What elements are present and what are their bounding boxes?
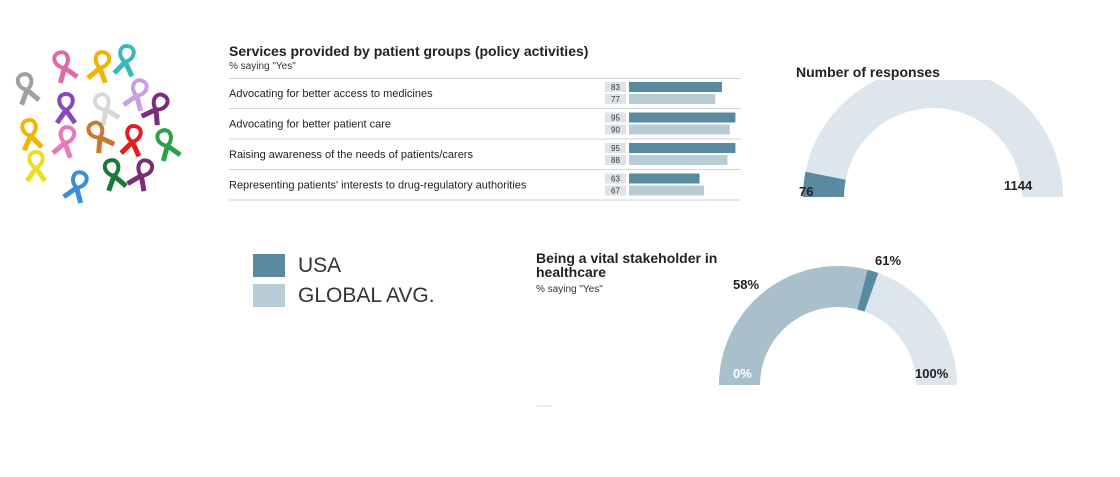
responses-gauge-chart: 76 1144 (799, 80, 1063, 199)
category-label: Representing patients' interests to drug… (229, 180, 527, 192)
data-label: 63 (611, 175, 620, 184)
value-label-box (605, 82, 626, 92)
services-chart-title: Services provided by patient groups (pol… (229, 43, 589, 59)
value-label-box (605, 143, 626, 153)
services-chart-subtitle: % saying "Yes" (229, 61, 296, 72)
value-label-box (605, 173, 626, 184)
legend-global-label: GLOBAL AVG. (298, 284, 435, 307)
legend-usa-swatch (253, 254, 285, 277)
global-bar (629, 124, 730, 135)
value-label-box (605, 94, 626, 104)
ribbon-icon (86, 50, 112, 84)
data-label: 88 (611, 156, 620, 165)
global-bar (629, 94, 716, 104)
ribbon-icon (92, 92, 121, 126)
ribbon-icon (62, 170, 89, 204)
data-label: 67 (611, 187, 620, 196)
ribbon-icon (155, 128, 182, 162)
data-label: 90 (611, 126, 620, 135)
gauge-label-total: 1144 (1004, 178, 1033, 193)
ribbon-icon (54, 91, 78, 125)
data-label: 95 (611, 144, 620, 153)
stakeholder-gauge-chart: 58% 61% 0% 100% (719, 253, 957, 385)
value-label-box (605, 112, 626, 123)
usa-bar (629, 82, 722, 92)
stakeholder-chart-title: Being a vital stakeholder in healthcare (536, 250, 718, 280)
ribbon-icon (51, 125, 77, 159)
ribbon-icon (122, 78, 149, 112)
category-label: Raising awareness of the needs of patien… (229, 149, 473, 161)
usa-bar (629, 112, 736, 123)
ribbon-icon (126, 158, 155, 192)
divider-mark (537, 405, 552, 407)
services-bar-chart: Advocating for better access to medicine… (229, 78, 741, 201)
gauge-label-usa: 76 (799, 184, 813, 199)
ribbon-icon (140, 92, 170, 126)
value-label-box (605, 155, 626, 165)
awareness-ribbons-logo (15, 44, 182, 204)
gauge-segment-usa (857, 269, 879, 312)
value-label-box (605, 124, 626, 135)
gauge-segment-usa (803, 171, 846, 197)
category-label: Advocating for better access to medicine… (229, 88, 433, 100)
ribbon-icon (24, 149, 48, 183)
ribbon-icon (15, 72, 41, 106)
ribbon-icon (52, 50, 79, 84)
responses-chart-title: Number of responses (796, 64, 940, 80)
category-label: Advocating for better patient care (229, 119, 391, 131)
gauge-label-usa: 61% (875, 253, 901, 268)
gauge-label-min: 0% (733, 366, 752, 381)
stakeholder-chart-subtitle: % saying "Yes" (536, 284, 603, 295)
ribbon-icon (20, 118, 44, 152)
legend-usa-label: USA (298, 254, 342, 277)
ribbon-icon (119, 124, 143, 158)
data-label: 95 (611, 114, 620, 123)
legend-global-swatch (253, 284, 285, 307)
value-label-box (605, 185, 626, 196)
data-label: 83 (611, 83, 620, 92)
ribbon-icon (112, 44, 136, 78)
gauge-label-max: 100% (915, 366, 949, 381)
global-bar (629, 155, 728, 165)
global-bar (629, 185, 705, 196)
usa-bar (629, 143, 736, 153)
gauge-label-global: 58% (733, 277, 759, 292)
ribbon-icon (86, 120, 116, 154)
data-label: 77 (611, 95, 620, 104)
gauge-segment-global (719, 266, 868, 385)
usa-bar (629, 173, 700, 184)
ribbon-icon (102, 158, 128, 192)
gauge-segment-other (805, 80, 1063, 197)
